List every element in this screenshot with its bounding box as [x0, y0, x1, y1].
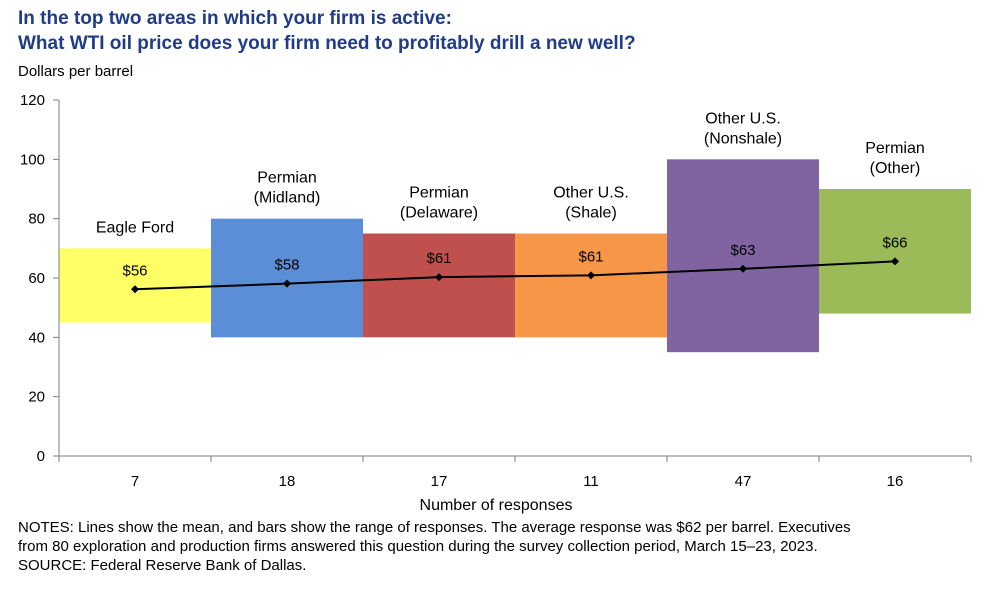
mean-value-label-1: $56	[122, 262, 147, 279]
mean-value-label-6: $66	[882, 234, 907, 251]
y-tick-label: 0	[37, 448, 45, 465]
mean-value-label-5: $63	[730, 242, 755, 259]
category-labels: $56 Eagle Ford 7 $58 Permian (Midland) 18 $61 Pe…	[96, 110, 925, 490]
category-label-4: (Shale)	[565, 205, 617, 222]
range-bar-4	[515, 233, 667, 338]
axes: 0 20 40 60 80 100 120	[20, 92, 972, 465]
mean-value-label-4: $61	[578, 248, 603, 265]
chart-title: In the top two areas in which your firm …	[18, 6, 636, 56]
category-label-5: (Nonshale)	[704, 130, 782, 147]
source-line: SOURCE: Federal Reserve Bank of Dallas.	[18, 557, 307, 574]
chart-title-line-1: In the top two areas in which your firm …	[18, 8, 452, 29]
category-label-2: Permian	[257, 170, 317, 187]
mean-marker-4	[587, 271, 595, 280]
category-label-3: (Delaware)	[400, 205, 478, 222]
mean-marker-3	[435, 273, 443, 282]
chart-title-line-2: What WTI oil price does your firm need t…	[18, 33, 636, 54]
response-count-5: 47	[735, 473, 752, 490]
range-bar-5	[667, 159, 819, 353]
y-tick-label: 60	[28, 270, 45, 287]
category-label-5: Other U.S.	[705, 110, 781, 127]
range-bars	[59, 159, 971, 353]
range-bar-3	[363, 233, 515, 338]
y-tick-label: 120	[20, 92, 45, 109]
mean-marker-6	[891, 257, 899, 266]
y-tick-label: 40	[28, 329, 45, 346]
notes: NOTES: Lines show the mean, and bars sho…	[18, 518, 988, 575]
mean-line	[134, 260, 896, 291]
category-label-4: Other U.S.	[553, 185, 629, 202]
notes-line-2: from 80 exploration and production firms…	[18, 538, 818, 555]
category-label-3: Permian	[409, 185, 469, 202]
mean-marker-1	[131, 285, 139, 294]
mean-value-label-3: $61	[426, 250, 451, 267]
response-count-3: 17	[431, 473, 448, 490]
range-bar-2	[211, 218, 363, 338]
category-label-6: (Other)	[870, 160, 921, 177]
y-tick-label: 80	[28, 211, 45, 228]
x-axis-label: Number of responses	[420, 497, 573, 514]
notes-line-1: NOTES: Lines show the mean, and bars sho…	[18, 519, 851, 536]
response-count-4: 11	[583, 473, 599, 490]
y-axis-label: Dollars per barrel	[18, 63, 134, 80]
range-bar-6	[819, 189, 971, 314]
response-count-6: 16	[887, 473, 904, 490]
mean-value-label-2: $58	[274, 257, 299, 274]
mean-marker-5	[739, 264, 747, 273]
y-tick-label: 20	[28, 389, 45, 406]
response-count-2: 18	[279, 473, 296, 490]
mean-line-group	[131, 257, 899, 294]
y-tick-label: 100	[20, 151, 45, 168]
category-label-6: Permian	[865, 140, 925, 157]
mean-marker-2	[283, 279, 291, 288]
category-label-1: Eagle Ford	[96, 219, 174, 236]
category-label-2: (Midland)	[254, 190, 321, 207]
response-count-1: 7	[131, 473, 139, 490]
